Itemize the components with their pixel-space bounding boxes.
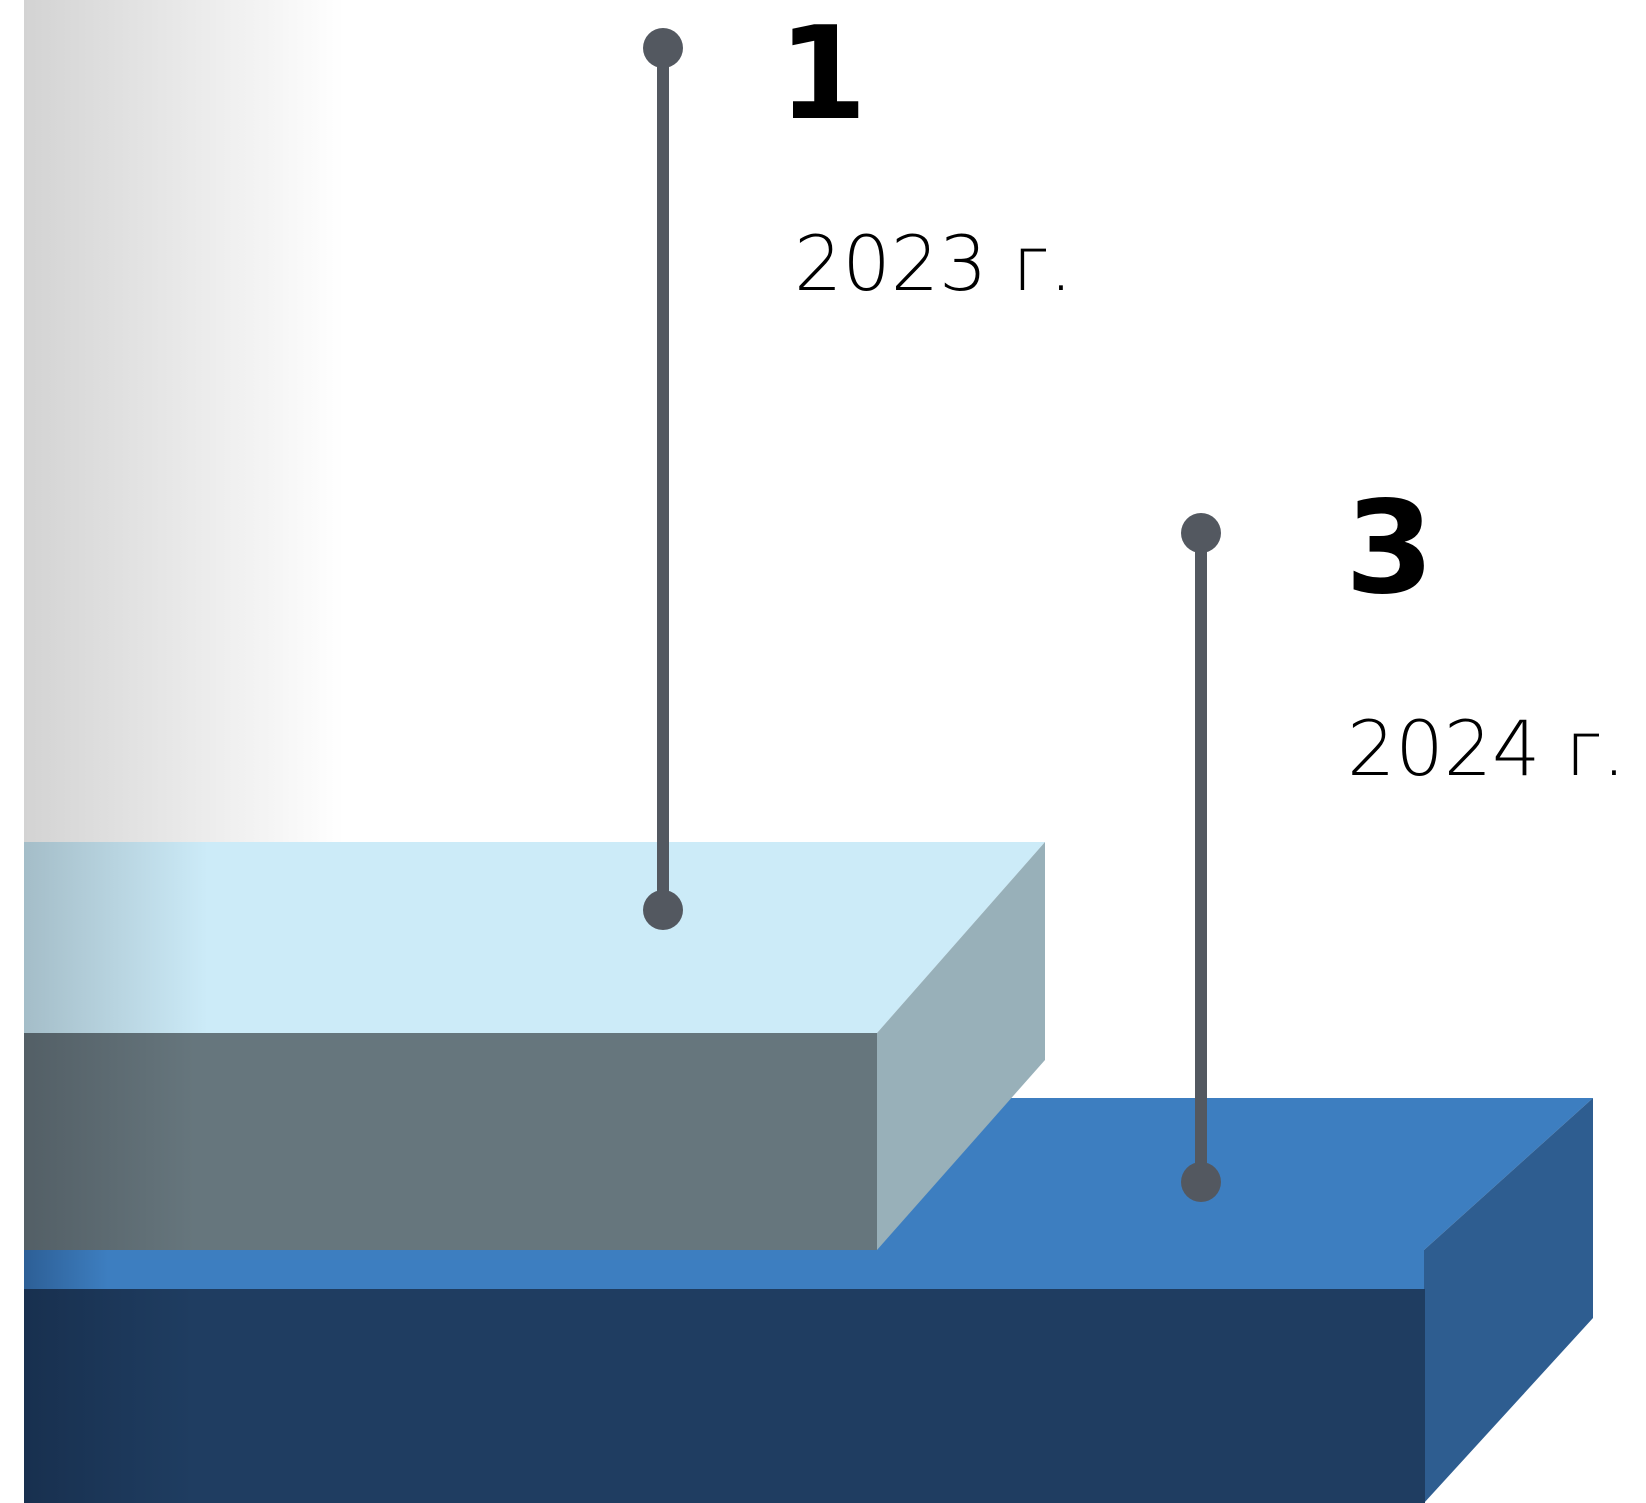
leader-dot-bottom-2024: [1181, 1162, 1221, 1202]
value-label-2024: 3: [1345, 474, 1434, 623]
leader-line-2023: [643, 28, 683, 930]
backdrop-fade: [24, 0, 344, 842]
bar-2024-side: [1424, 1098, 1593, 1503]
category-label-2023: 2023 г.: [794, 219, 1073, 308]
bar-2024-top-front-edge: [24, 1250, 1424, 1289]
bar-2023-top: [24, 842, 1045, 1033]
bar-2023-front: [24, 1033, 877, 1250]
category-label-2024: 2024 г.: [1347, 704, 1626, 793]
leader-line-2024: [1181, 513, 1221, 1202]
value-label-2023: 1: [778, 0, 867, 149]
bar-2023: [24, 842, 1045, 1250]
leader-dot-top-2024: [1181, 513, 1221, 553]
leader-dot-top-2023: [643, 28, 683, 68]
bar-2024-front: [24, 1289, 1425, 1503]
bar-2023-side: [877, 842, 1045, 1250]
leader-dot-bottom-2023: [643, 890, 683, 930]
